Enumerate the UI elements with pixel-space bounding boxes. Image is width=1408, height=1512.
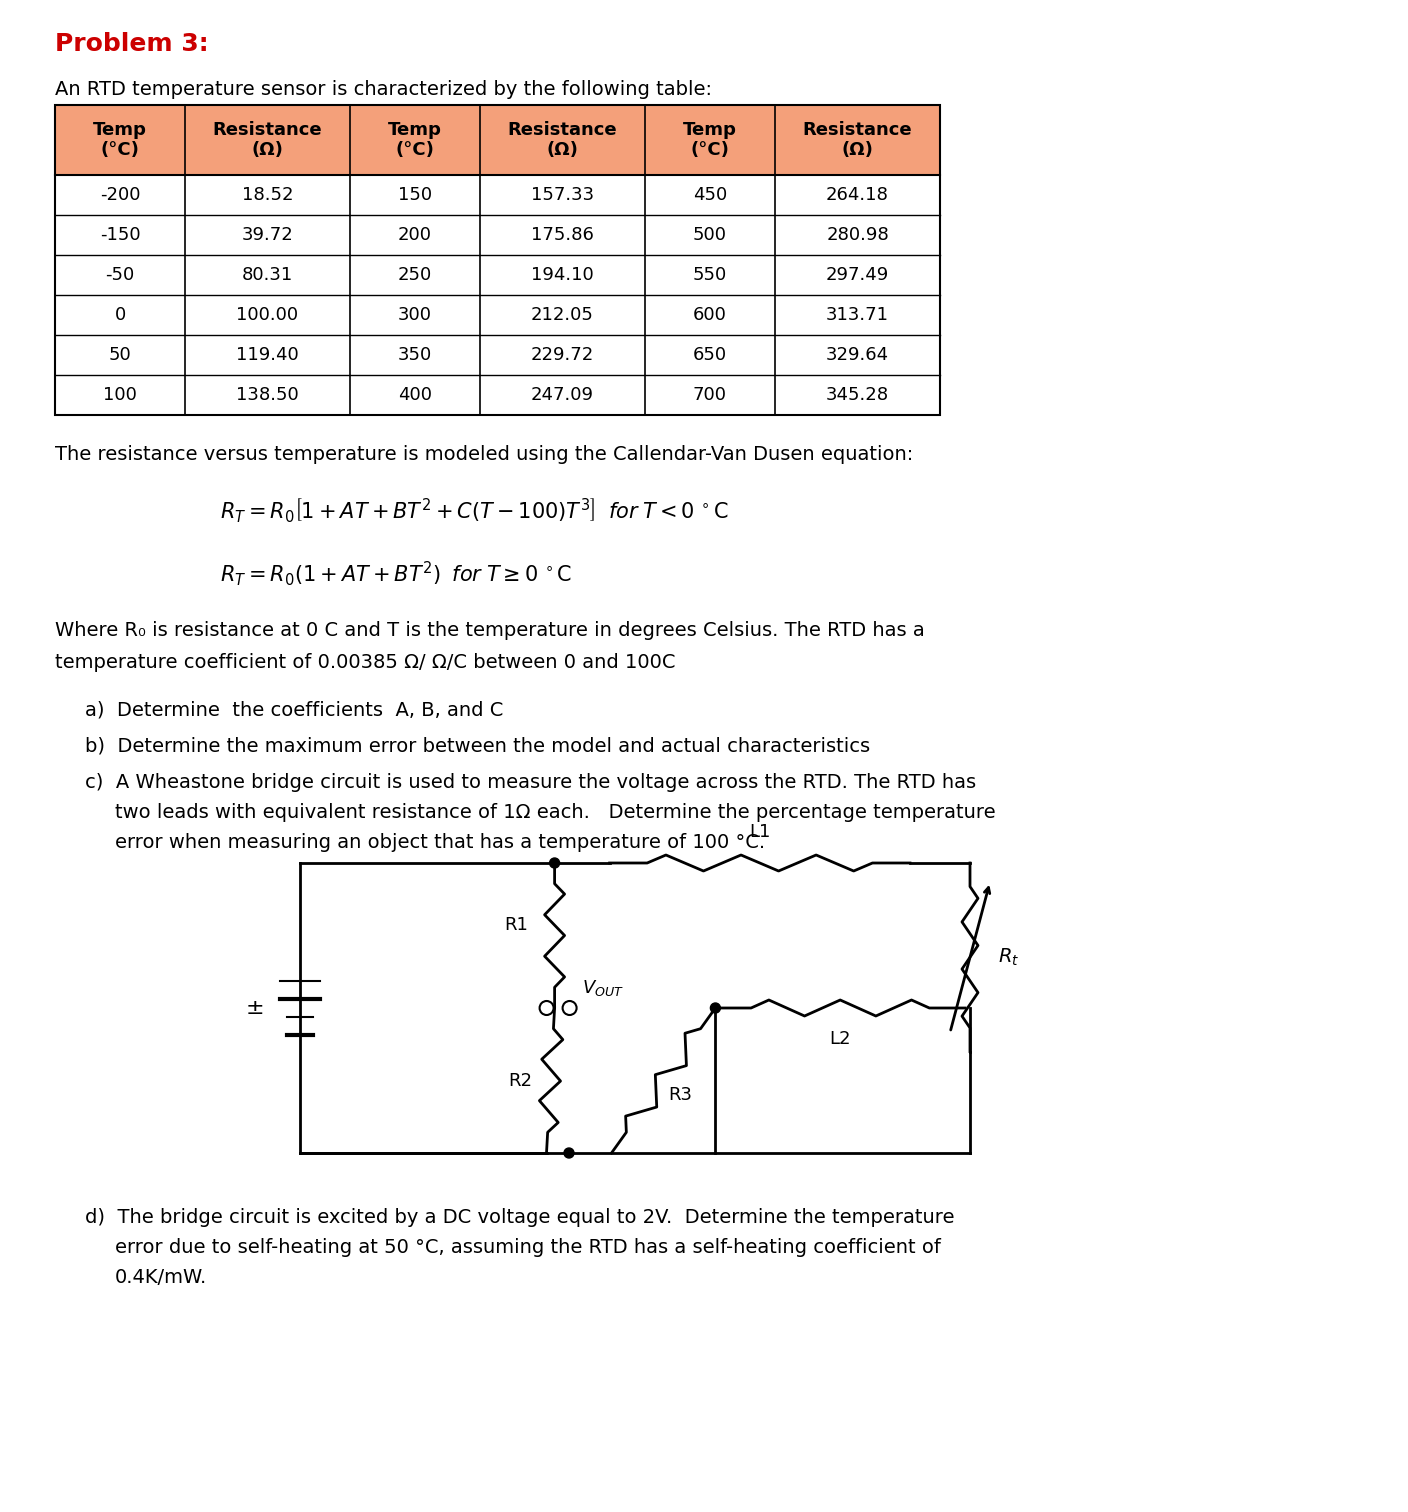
Text: a)  Determine  the coefficients  A, B, and C: a) Determine the coefficients A, B, and … <box>84 702 504 720</box>
Text: 119.40: 119.40 <box>237 346 298 364</box>
Text: 18.52: 18.52 <box>242 186 293 204</box>
Text: 175.86: 175.86 <box>531 225 594 243</box>
Text: b)  Determine the maximum error between the model and actual characteristics: b) Determine the maximum error between t… <box>84 736 870 756</box>
Text: 400: 400 <box>398 386 432 404</box>
Text: ±: ± <box>245 998 265 1018</box>
Text: 212.05: 212.05 <box>531 305 594 324</box>
Text: 700: 700 <box>693 386 727 404</box>
Text: R3: R3 <box>669 1087 693 1104</box>
Text: 200: 200 <box>398 225 432 243</box>
Text: L2: L2 <box>829 1030 850 1048</box>
Bar <box>55 175 941 215</box>
Text: $R_T = R_0\left[1 + AT + BT^2 + C\left(T - 100\right)T^3\right]$$\;\; \mathit{fo: $R_T = R_0\left[1 + AT + BT^2 + C\left(T… <box>220 497 728 525</box>
Text: error due to self-heating at 50 °C, assuming the RTD has a self-heating coeffici: error due to self-heating at 50 °C, assu… <box>115 1238 941 1256</box>
Text: $R_t$: $R_t$ <box>998 947 1019 968</box>
Circle shape <box>563 1001 577 1015</box>
Text: 250: 250 <box>398 266 432 284</box>
Text: 194.10: 194.10 <box>531 266 594 284</box>
Text: Where R₀ is resistance at 0 C and T is the temperature in degrees Celsius. The R: Where R₀ is resistance at 0 C and T is t… <box>55 621 925 640</box>
Text: Resistance
(Ω): Resistance (Ω) <box>508 121 617 159</box>
Text: 345.28: 345.28 <box>826 386 888 404</box>
Text: Resistance
(Ω): Resistance (Ω) <box>803 121 912 159</box>
Text: 264.18: 264.18 <box>826 186 888 204</box>
Text: 313.71: 313.71 <box>826 305 888 324</box>
Text: -150: -150 <box>100 225 141 243</box>
Text: Temp
(°C): Temp (°C) <box>93 121 146 159</box>
Circle shape <box>711 1002 721 1013</box>
Text: 300: 300 <box>398 305 432 324</box>
Bar <box>55 336 941 375</box>
Bar <box>55 104 941 414</box>
Text: Problem 3:: Problem 3: <box>55 32 208 56</box>
Bar <box>55 215 941 256</box>
Text: temperature coefficient of 0.00385 Ω/ Ω/C between 0 and 100C: temperature coefficient of 0.00385 Ω/ Ω/… <box>55 653 676 671</box>
Text: 50: 50 <box>108 346 131 364</box>
Text: An RTD temperature sensor is characterized by the following table:: An RTD temperature sensor is characteriz… <box>55 80 712 98</box>
Text: 297.49: 297.49 <box>826 266 888 284</box>
Text: 600: 600 <box>693 305 727 324</box>
Text: 280.98: 280.98 <box>826 225 888 243</box>
Bar <box>55 295 941 336</box>
Text: 550: 550 <box>693 266 727 284</box>
Text: 650: 650 <box>693 346 727 364</box>
Text: 500: 500 <box>693 225 727 243</box>
Text: 0.4K/mW.: 0.4K/mW. <box>115 1269 207 1287</box>
Text: two leads with equivalent resistance of 1Ω each.   Determine the percentage temp: two leads with equivalent resistance of … <box>115 803 995 823</box>
Text: R2: R2 <box>508 1072 532 1090</box>
Text: c)  A Wheastone bridge circuit is used to measure the voltage across the RTD. Th: c) A Wheastone bridge circuit is used to… <box>84 773 976 792</box>
Text: 247.09: 247.09 <box>531 386 594 404</box>
Text: Temp
(°C): Temp (°C) <box>683 121 736 159</box>
Text: -50: -50 <box>106 266 135 284</box>
Text: 350: 350 <box>398 346 432 364</box>
Text: 80.31: 80.31 <box>242 266 293 284</box>
Circle shape <box>539 1001 553 1015</box>
Bar <box>55 104 941 175</box>
Text: L1: L1 <box>749 823 770 841</box>
Text: error when measuring an object that has a temperature of 100 °C.: error when measuring an object that has … <box>115 833 765 851</box>
Text: 39.72: 39.72 <box>242 225 293 243</box>
Circle shape <box>565 1148 574 1158</box>
Text: 100: 100 <box>103 386 137 404</box>
Text: 450: 450 <box>693 186 727 204</box>
Text: d)  The bridge circuit is excited by a DC voltage equal to 2V.  Determine the te: d) The bridge circuit is excited by a DC… <box>84 1208 955 1228</box>
Circle shape <box>549 857 559 868</box>
Text: 138.50: 138.50 <box>237 386 298 404</box>
Text: 329.64: 329.64 <box>826 346 888 364</box>
Text: Temp
(°C): Temp (°C) <box>389 121 442 159</box>
Text: The resistance versus temperature is modeled using the Callendar-Van Dusen equat: The resistance versus temperature is mod… <box>55 445 914 464</box>
Text: 229.72: 229.72 <box>531 346 594 364</box>
Text: Resistance
(Ω): Resistance (Ω) <box>213 121 322 159</box>
Bar <box>55 375 941 414</box>
Text: 100.00: 100.00 <box>237 305 298 324</box>
Text: $V_{OUT}$: $V_{OUT}$ <box>582 978 624 998</box>
Text: 150: 150 <box>398 186 432 204</box>
Text: -200: -200 <box>100 186 141 204</box>
Text: $R_T = R_0\left(1 + AT + BT^2\right)$$\;\; \mathit{for}\; T \geq 0\,{}^\circ\mat: $R_T = R_0\left(1 + AT + BT^2\right)$$\;… <box>220 559 572 588</box>
Text: 157.33: 157.33 <box>531 186 594 204</box>
Bar <box>55 256 941 295</box>
Text: R1: R1 <box>504 916 528 934</box>
Text: 0: 0 <box>114 305 125 324</box>
